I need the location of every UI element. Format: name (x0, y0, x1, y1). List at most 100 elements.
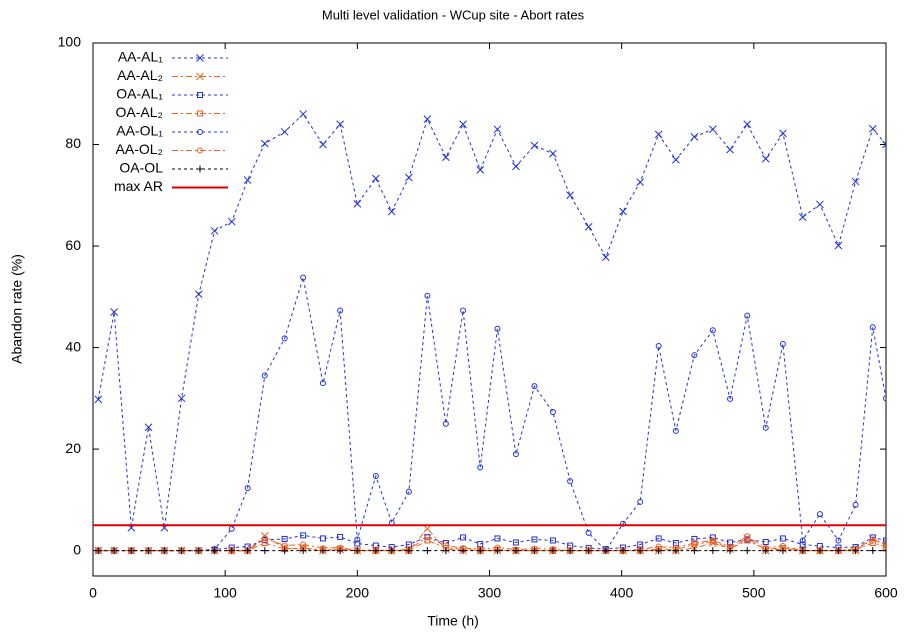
marker (494, 325, 501, 332)
marker (442, 547, 450, 555)
marker (281, 335, 288, 342)
marker (835, 537, 842, 544)
marker (816, 511, 823, 518)
marker (883, 537, 886, 544)
y-tick-label: 0 (73, 541, 81, 557)
marker (261, 547, 269, 555)
marker (530, 141, 539, 150)
marker (852, 547, 860, 555)
marker (869, 547, 877, 555)
marker (512, 162, 520, 171)
marker (299, 110, 307, 118)
marker (869, 534, 876, 541)
marker (442, 153, 450, 162)
plot-area (93, 110, 886, 555)
legend-label: OA-AL₁ (116, 86, 163, 102)
marker (868, 124, 877, 133)
marker (110, 308, 119, 316)
marker (494, 535, 501, 542)
marker (405, 173, 413, 182)
marker (299, 547, 307, 555)
marker (261, 535, 268, 542)
marker (672, 155, 680, 164)
marker (319, 380, 326, 387)
marker (353, 200, 362, 208)
marker (726, 145, 734, 154)
marker (300, 541, 307, 548)
marker (690, 547, 698, 555)
marker (244, 485, 251, 492)
legend-label: AA-OL₁ (116, 123, 163, 139)
marker (228, 547, 236, 555)
marker (530, 547, 538, 555)
x-tick-label: 600 (874, 585, 898, 601)
marker (762, 424, 769, 431)
marker (459, 547, 467, 555)
marker (261, 372, 268, 379)
marker (799, 537, 806, 544)
legend-label: AA-OL₂ (116, 141, 163, 157)
marker (883, 540, 886, 547)
marker (883, 395, 886, 402)
marker (636, 178, 645, 186)
marker (210, 226, 219, 235)
marker (423, 524, 432, 533)
marker (493, 125, 502, 134)
marker (816, 200, 824, 209)
marker (227, 217, 236, 226)
marker (709, 327, 716, 334)
marker (280, 127, 289, 136)
marker (882, 547, 886, 555)
marker (127, 547, 135, 555)
marker (319, 535, 326, 542)
marker (512, 451, 519, 458)
marker (197, 92, 203, 98)
marker (743, 547, 751, 555)
series-line (98, 539, 886, 552)
marker (779, 535, 786, 542)
marker (799, 541, 806, 548)
marker (691, 540, 698, 547)
marker (655, 535, 662, 542)
y-tick-label: 80 (65, 135, 81, 151)
marker (512, 539, 519, 546)
marker (442, 420, 449, 427)
marker (779, 547, 787, 555)
marker (761, 154, 770, 163)
marker (371, 174, 380, 183)
marker (337, 533, 344, 540)
plot-frame (92, 42, 887, 577)
marker (476, 166, 485, 174)
marker (243, 176, 252, 184)
marker (619, 547, 627, 555)
marker (566, 191, 574, 200)
legend-label: OA-OL (119, 160, 163, 176)
marker (336, 120, 345, 129)
marker (424, 534, 431, 541)
marker (852, 501, 859, 508)
marker (690, 133, 699, 141)
marker (637, 498, 644, 505)
marker (319, 547, 327, 555)
marker (388, 547, 396, 555)
marker (816, 547, 824, 555)
marker (883, 543, 886, 550)
marker (477, 464, 484, 471)
marker (655, 547, 663, 555)
marker (160, 547, 168, 555)
legend-label: OA-AL₂ (116, 104, 163, 120)
marker (672, 547, 680, 555)
marker (727, 539, 734, 546)
marker (549, 537, 556, 544)
marker (744, 312, 751, 319)
y-tick-label: 40 (65, 338, 81, 354)
marker (531, 383, 538, 390)
marker (709, 534, 716, 541)
marker (197, 110, 203, 117)
marker (636, 547, 644, 555)
marker (726, 547, 734, 555)
marker (211, 547, 219, 555)
marker (869, 536, 876, 543)
marker (654, 130, 663, 139)
